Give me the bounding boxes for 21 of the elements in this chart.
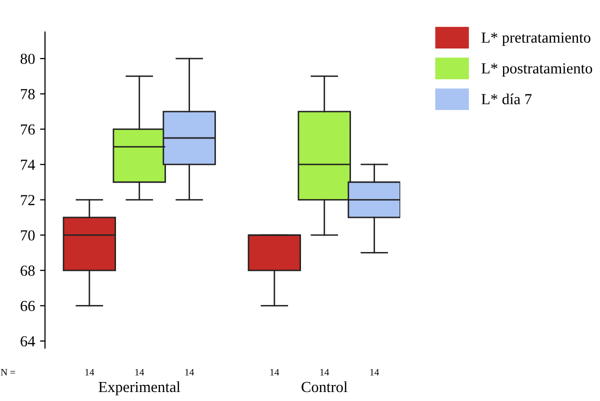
y-tick-label: 72: [21, 194, 34, 206]
text: N =: [0, 369, 16, 376]
y-tick-label: 66: [20, 300, 35, 312]
y-tick-label: 70: [21, 230, 35, 241]
y-tick-label: 64: [20, 336, 36, 346]
y-tick-label: 76: [21, 124, 35, 135]
x-tick-label: Experimental: [98, 381, 180, 396]
text: 14: [135, 368, 144, 376]
y-tick-label: 74: [21, 160, 36, 170]
text: 14: [320, 368, 330, 376]
y-tick-label: 80: [20, 54, 35, 64]
text: 14: [85, 368, 94, 376]
legend-label: L* pretratamiento: [482, 32, 590, 46]
y-tick-label: 78: [21, 89, 35, 100]
y-tick-label: 68: [20, 266, 35, 276]
text: 14: [270, 368, 280, 376]
x-tick-label: Control: [302, 381, 348, 392]
legend-label: L* día 7: [482, 94, 532, 104]
text: 14: [370, 368, 380, 376]
legend-label: L* postratamiento: [482, 63, 592, 77]
text: 14: [185, 368, 194, 376]
